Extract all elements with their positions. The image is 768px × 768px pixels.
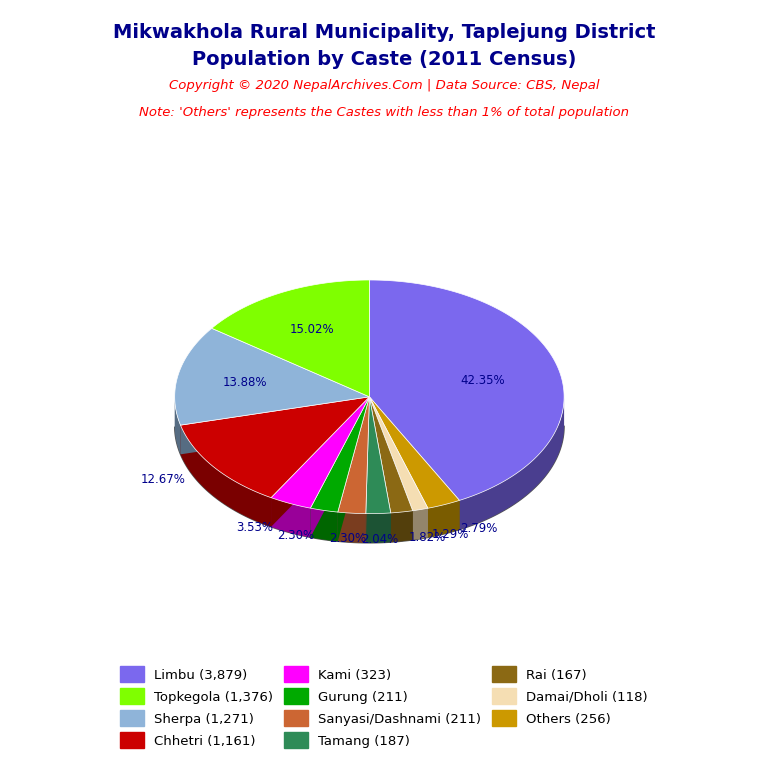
Polygon shape (174, 398, 180, 455)
Polygon shape (271, 397, 369, 527)
Polygon shape (369, 397, 459, 530)
Polygon shape (338, 397, 369, 541)
Polygon shape (310, 508, 338, 541)
Polygon shape (369, 397, 412, 540)
Polygon shape (271, 397, 369, 508)
Polygon shape (459, 398, 564, 530)
Polygon shape (180, 425, 271, 527)
Polygon shape (174, 328, 369, 425)
Text: 1.82%: 1.82% (409, 531, 446, 544)
Polygon shape (366, 397, 369, 543)
Polygon shape (366, 513, 391, 543)
Text: Note: 'Others' represents the Castes with less than 1% of total population: Note: 'Others' represents the Castes wit… (139, 106, 629, 119)
Polygon shape (271, 498, 310, 538)
Text: 15.02%: 15.02% (290, 323, 334, 336)
Polygon shape (271, 397, 369, 527)
Legend: Limbu (3,879), Topkegola (1,376), Sherpa (1,271), Chhetri (1,161), Kami (323), G: Limbu (3,879), Topkegola (1,376), Sherpa… (115, 661, 653, 753)
Polygon shape (369, 397, 391, 542)
Polygon shape (366, 397, 391, 514)
Polygon shape (338, 397, 369, 514)
Polygon shape (310, 397, 369, 538)
Text: 2.79%: 2.79% (460, 522, 498, 535)
Polygon shape (369, 397, 412, 540)
Text: 2.30%: 2.30% (329, 532, 366, 545)
Polygon shape (428, 501, 459, 538)
Text: 12.67%: 12.67% (141, 473, 186, 486)
Polygon shape (310, 397, 369, 512)
Polygon shape (369, 397, 428, 511)
Text: 13.88%: 13.88% (223, 376, 267, 389)
Polygon shape (369, 397, 459, 508)
Polygon shape (338, 397, 369, 541)
Polygon shape (369, 397, 412, 513)
Text: 2.04%: 2.04% (362, 533, 399, 546)
Polygon shape (174, 426, 564, 543)
Text: 3.53%: 3.53% (236, 521, 273, 534)
Polygon shape (369, 397, 391, 542)
Polygon shape (338, 512, 366, 543)
Text: Population by Caste (2011 Census): Population by Caste (2011 Census) (192, 50, 576, 69)
Polygon shape (369, 397, 428, 538)
Text: 42.35%: 42.35% (461, 373, 505, 386)
Polygon shape (366, 397, 369, 543)
Polygon shape (180, 397, 369, 455)
Polygon shape (369, 397, 459, 530)
Polygon shape (180, 397, 369, 455)
Polygon shape (369, 280, 564, 501)
Polygon shape (391, 511, 412, 542)
Polygon shape (369, 397, 428, 538)
Text: 2.30%: 2.30% (276, 529, 314, 542)
Polygon shape (180, 397, 369, 498)
Text: Mikwakhola Rural Municipality, Taplejung District: Mikwakhola Rural Municipality, Taplejung… (113, 23, 655, 42)
Polygon shape (310, 397, 369, 538)
Polygon shape (412, 508, 428, 540)
Polygon shape (212, 280, 369, 397)
Text: 1.29%: 1.29% (432, 528, 469, 541)
Text: Copyright © 2020 NepalArchives.Com | Data Source: CBS, Nepal: Copyright © 2020 NepalArchives.Com | Dat… (169, 79, 599, 92)
